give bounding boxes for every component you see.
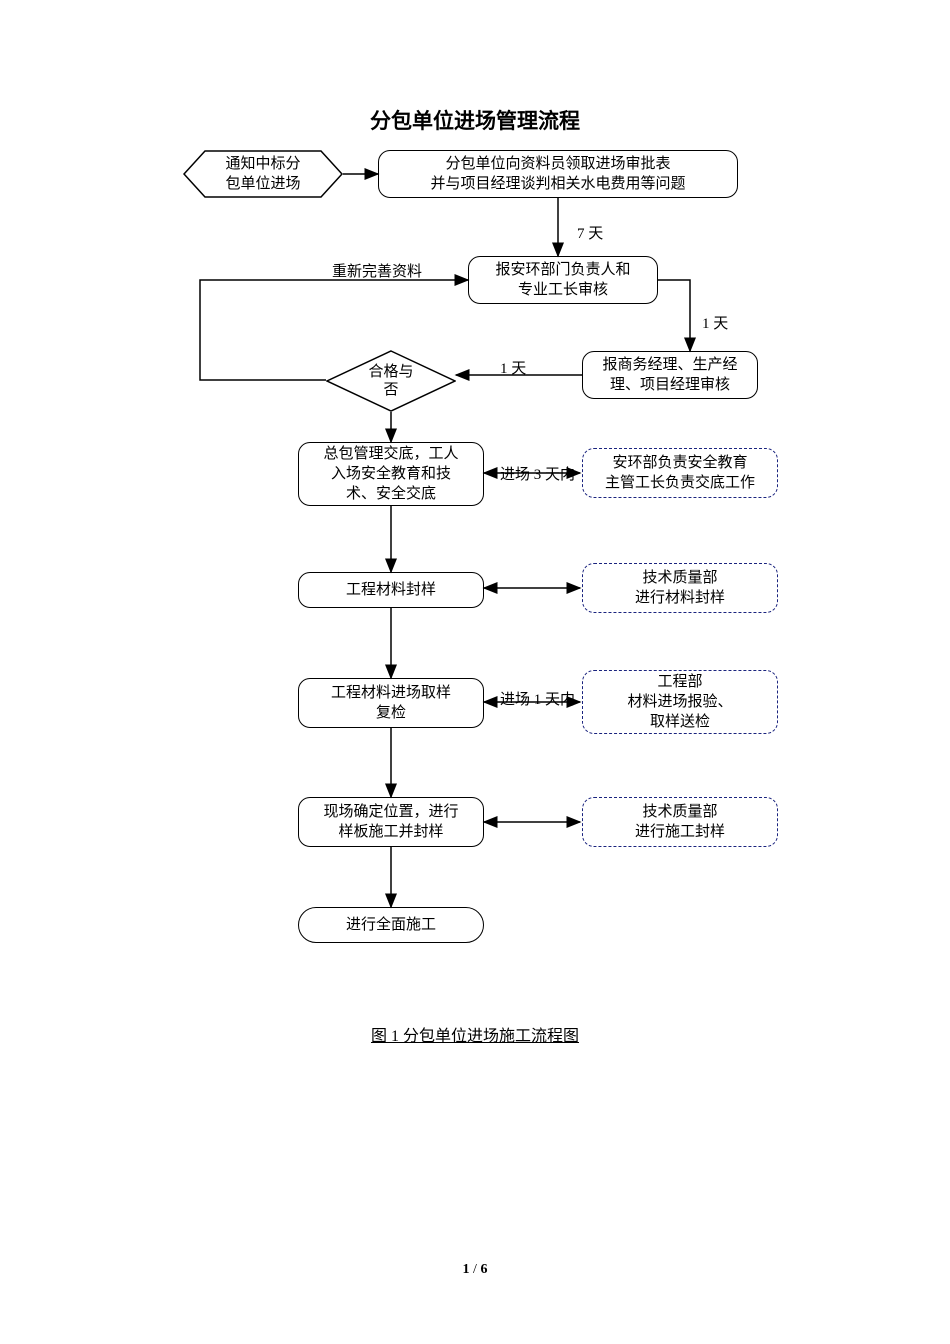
node-text-line: 主管工长负责交底工作 — [605, 473, 755, 493]
node-text-line: 技术质量部 — [642, 568, 717, 588]
node-text-line: 技术质量部 — [642, 802, 717, 822]
node-text-line: 总包管理交底，工人 — [323, 444, 458, 464]
edge-label: 进场 1 天内 — [498, 688, 577, 709]
node-text-line: 否 — [383, 381, 398, 399]
edge-label: 1 天 — [700, 312, 730, 333]
node-text-line: 入场安全教育和技 — [331, 464, 451, 484]
diamond-text: 合格与否 — [326, 350, 456, 412]
edge-label: 进场 3 天内 — [498, 463, 577, 484]
node-text-line: 材料进场报验、 — [627, 692, 732, 712]
node-text-line: 工程材料封样 — [346, 580, 436, 600]
node-text-line: 术、安全交底 — [346, 484, 436, 504]
arrows-layer — [0, 0, 950, 1344]
node-text-line: 工程材料进场取样 — [331, 683, 451, 703]
node-text-line: 包单位进场 — [225, 174, 300, 194]
node-tech-quality-seal: 技术质量部进行材料封样 — [582, 563, 778, 613]
node-notify-bid: 通知中标分包单位进场 — [183, 150, 343, 198]
node-engineering-inspect: 工程部材料进场报验、取样送检 — [582, 670, 778, 734]
node-text-line: 工程部 — [657, 672, 702, 692]
node-management-disclosure: 总包管理交底，工人入场安全教育和技术、安全交底 — [298, 442, 484, 506]
node-text-line: 进行材料封样 — [635, 588, 725, 608]
node-text-line: 安环部负责安全教育 — [612, 453, 747, 473]
node-text-line: 进行施工封样 — [635, 822, 725, 842]
figure-caption: 图 1 分包单位进场施工流程图 — [0, 1022, 950, 1046]
node-text-line: 报商务经理、生产经 — [602, 355, 737, 375]
flow-arrow — [658, 280, 690, 351]
node-text-line: 现场确定位置，进行 — [323, 802, 458, 822]
node-manager-review: 报商务经理、生产经理、项目经理审核 — [582, 351, 758, 399]
node-safety-review: 报安环部门负责人和专业工长审核 — [468, 256, 658, 304]
node-safety-education-dept: 安环部负责安全教育主管工长负责交底工作 — [582, 448, 778, 498]
node-text-line: 报安环部门负责人和 — [495, 260, 630, 280]
page-total: 6 — [480, 1262, 487, 1277]
node-full-construction: 进行全面施工 — [298, 907, 484, 943]
page-title: 分包单位进场管理流程 — [0, 105, 950, 135]
page-number: 1 / 6 — [0, 1262, 950, 1278]
hexagon-text: 通知中标分包单位进场 — [183, 150, 343, 198]
edge-label: 重新完善资料 — [330, 260, 424, 281]
node-text-line: 复检 — [376, 703, 406, 723]
node-get-form: 分包单位向资料员领取进场审批表并与项目经理谈判相关水电费用等问题 — [378, 150, 738, 198]
node-text-line: 合格与 — [368, 363, 413, 381]
node-text-line: 样板施工并封样 — [338, 822, 443, 842]
node-text-line: 专业工长审核 — [518, 280, 608, 300]
node-sample-construction: 现场确定位置，进行样板施工并封样 — [298, 797, 484, 847]
node-tech-construction-seal: 技术质量部进行施工封样 — [582, 797, 778, 847]
node-text-line: 通知中标分 — [225, 154, 300, 174]
node-text-line: 取样送检 — [650, 712, 710, 732]
node-decision-qualified: 合格与否 — [326, 350, 456, 412]
node-text-line: 进行全面施工 — [346, 915, 436, 935]
page: 分包单位进场管理流程 通知中标分包单位进场 分包单位向资料员领取进场审批表并与项… — [0, 0, 950, 1344]
node-text-line: 并与项目经理谈判相关水电费用等问题 — [430, 174, 685, 194]
node-material-seal: 工程材料封样 — [298, 572, 484, 608]
node-material-recheck: 工程材料进场取样复检 — [298, 678, 484, 728]
edge-label: 1 天 — [498, 357, 528, 378]
node-text-line: 理、项目经理审核 — [610, 375, 730, 395]
edge-label: 7 天 — [575, 222, 605, 243]
node-text-line: 分包单位向资料员领取进场审批表 — [445, 154, 670, 174]
page-sep: / — [470, 1262, 481, 1277]
page-current: 1 — [463, 1262, 470, 1277]
